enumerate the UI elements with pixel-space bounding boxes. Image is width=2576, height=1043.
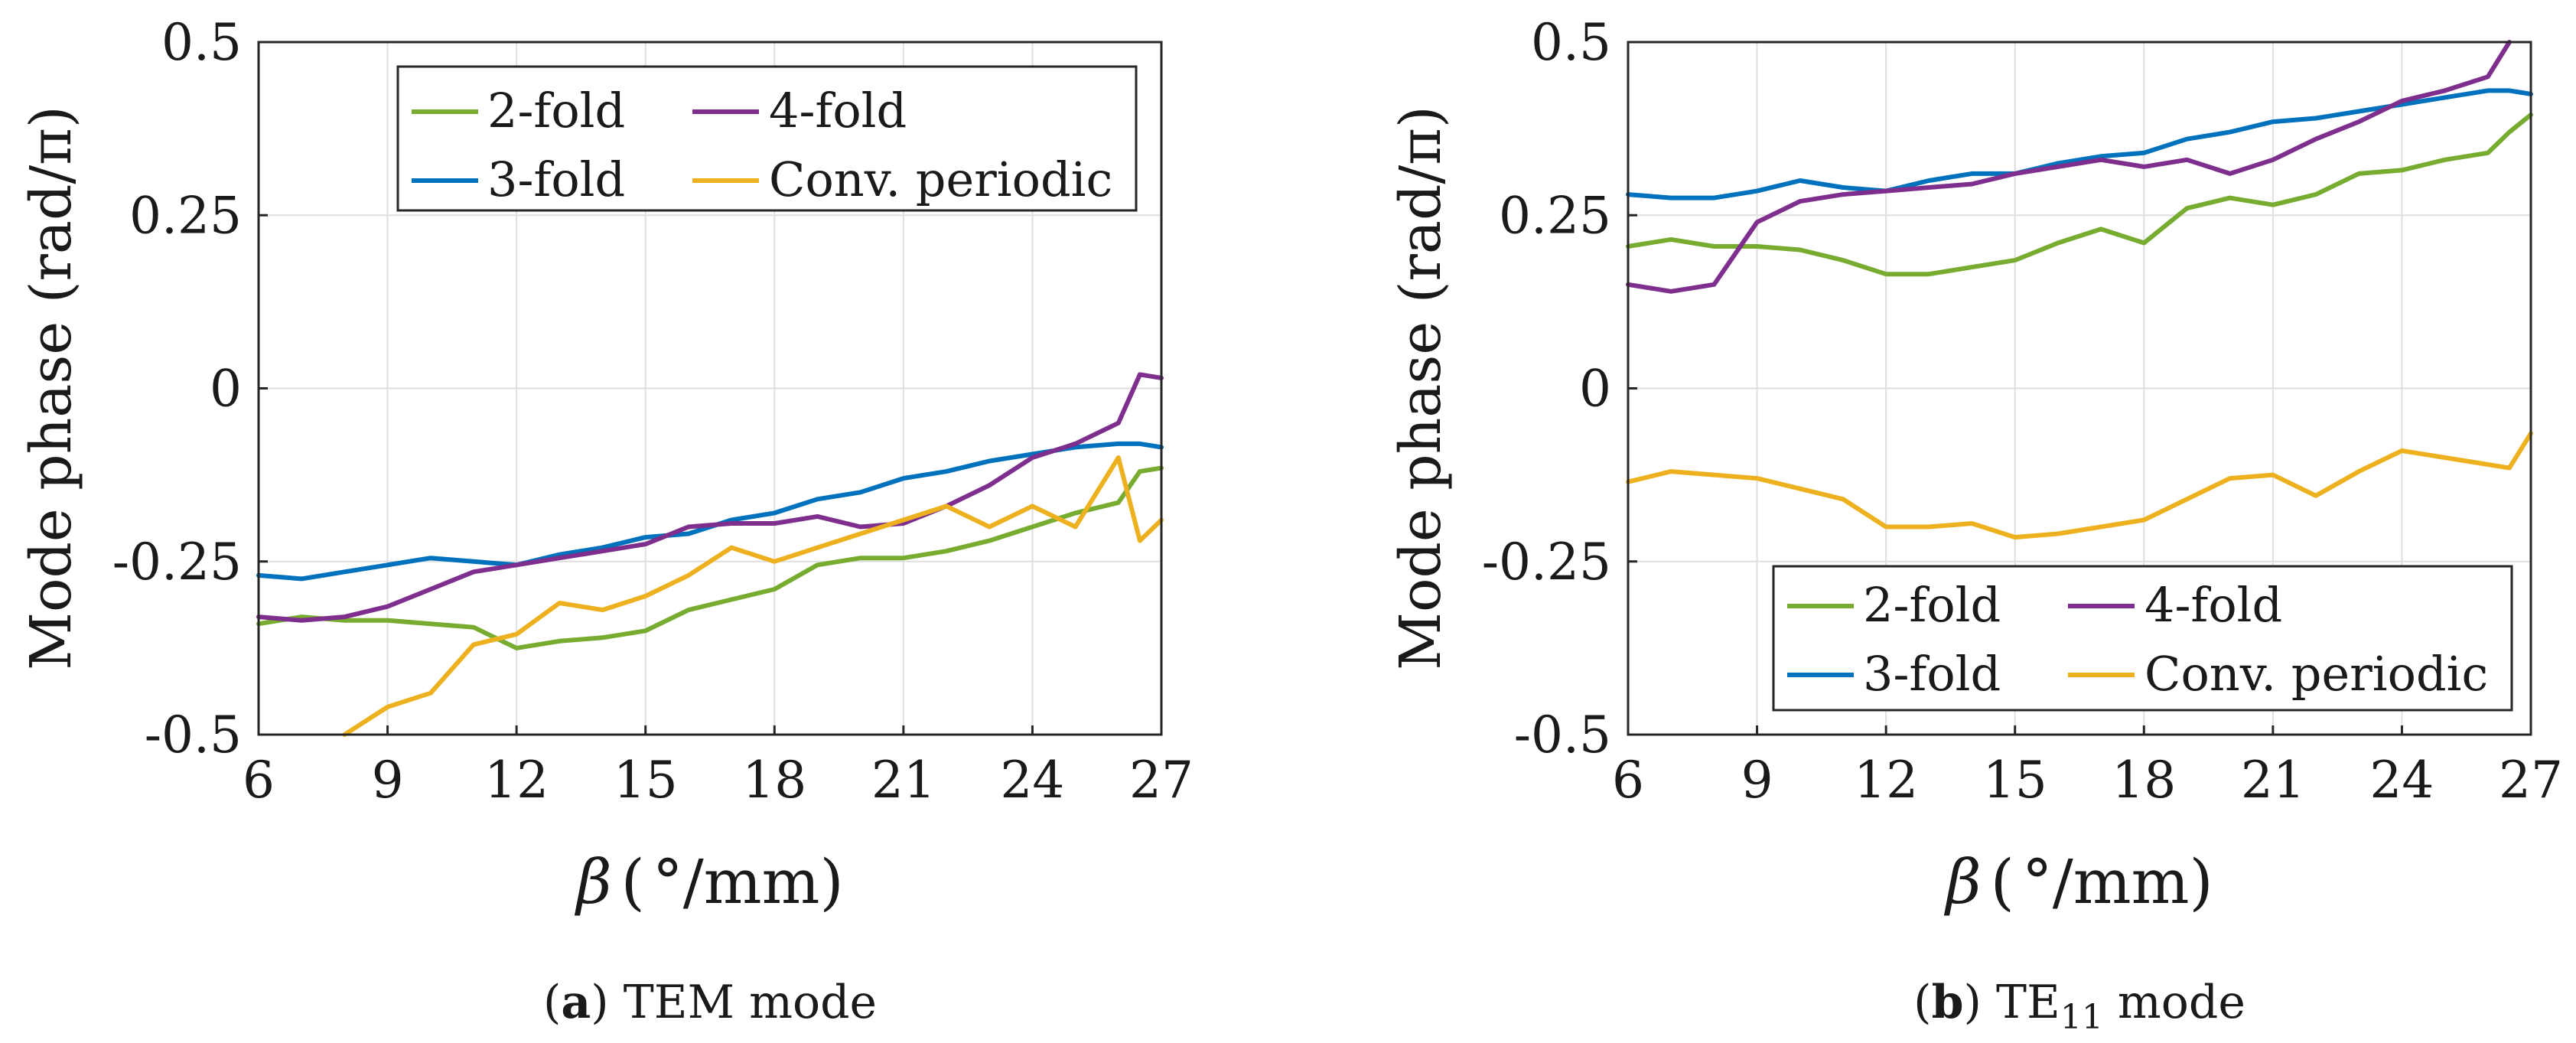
caption-b-text-main: TE bbox=[1996, 976, 2060, 1029]
x-tick-label-b: 12 bbox=[1854, 751, 1918, 810]
y-tick-label-b: 0.5 bbox=[1531, 13, 1611, 72]
y-tick-label-a: 0.25 bbox=[129, 186, 242, 245]
series-line-conv-periodic-b bbox=[1626, 431, 2533, 540]
x-tick-label-a: 9 bbox=[372, 751, 404, 810]
series-line-2-fold-a bbox=[256, 465, 1164, 650]
legend-b: 2-fold 4-fold 3-fold Conv. periodic bbox=[1772, 565, 2513, 712]
series-line-conv-periodic-a bbox=[342, 455, 1164, 737]
x-axis-label-a: β(°/mm) bbox=[574, 846, 843, 918]
series-group-a bbox=[256, 372, 1164, 737]
x-tick-label-b: 6 bbox=[1612, 751, 1644, 810]
x-tick-label-b: 18 bbox=[2112, 751, 2176, 810]
chart-panel-b: 6 9 12 15 18 21 24 27 -0.5 -0.25 0 0.25 0.5 Mode pha… bbox=[1388, 13, 2563, 1037]
series-group-b bbox=[1626, 40, 2533, 540]
legend-label-4-fold-b: 4-fold bbox=[2144, 577, 2282, 633]
x-axis-close-paren-b: ) bbox=[2189, 846, 2213, 918]
x-tick-label-b: 21 bbox=[2241, 751, 2305, 810]
caption-b-text-after: mode bbox=[2103, 976, 2245, 1029]
caption-a: (a) TEM mode bbox=[543, 976, 877, 1029]
y-tick-label-a: -0.5 bbox=[145, 706, 242, 764]
x-tick-label-b: 27 bbox=[2499, 751, 2563, 810]
x-tick-label-b: 24 bbox=[2369, 751, 2434, 810]
y-tick-label-b: -0.5 bbox=[1514, 706, 1611, 764]
legend-label-4-fold-a: 4-fold bbox=[769, 83, 907, 139]
y-tick-label-a: 0.5 bbox=[161, 13, 242, 72]
caption-a-label: a bbox=[561, 976, 591, 1029]
y-tick-label-a: -0.25 bbox=[112, 533, 242, 592]
y-tick-label-b: 0.25 bbox=[1499, 186, 1611, 245]
y-tick-label-b: 0 bbox=[1579, 360, 1611, 419]
series-line-4-fold-a bbox=[256, 372, 1164, 623]
x-tick-label-a: 12 bbox=[484, 751, 549, 810]
ticks-b: 6 9 12 15 18 21 24 27 -0.5 -0.25 0 0.25 0.5 bbox=[1482, 13, 2563, 810]
x-axis-label-b: β(°/mm) bbox=[1943, 846, 2213, 918]
x-axis-open-paren-b: ( bbox=[1991, 846, 2014, 918]
legend-box-b bbox=[1772, 565, 2513, 712]
x-tick-label-a: 27 bbox=[1129, 751, 1194, 810]
y-axis-label-b: Mode phase (rad/π) bbox=[1388, 106, 1454, 670]
x-axis-unit-b: °/mm bbox=[2022, 846, 2190, 918]
series-line-4-fold-b bbox=[1626, 40, 2512, 294]
caption-a-text: TEM mode bbox=[624, 976, 877, 1029]
legend-a: 2-fold 4-fold 3-fold Conv. periodic bbox=[396, 65, 1138, 212]
caption-b-close: ) bbox=[1964, 976, 1996, 1029]
legend-label-conv-periodic-a: Conv. periodic bbox=[769, 152, 1112, 207]
legend-label-conv-periodic-b: Conv. periodic bbox=[2144, 646, 2488, 702]
legend-label-3-fold-b: 3-fold bbox=[1863, 646, 2001, 702]
caption-a-open: ( bbox=[543, 976, 561, 1029]
x-tick-label-b: 15 bbox=[1983, 751, 2047, 810]
y-axis-label-a: Mode phase (rad/π) bbox=[18, 106, 84, 670]
legend-label-2-fold-b: 2-fold bbox=[1863, 577, 2001, 633]
legend-label-2-fold-a: 2-fold bbox=[487, 83, 625, 139]
legend-box-a bbox=[396, 65, 1138, 212]
x-axis-close-paren-a: ) bbox=[819, 846, 843, 918]
series-line-3-fold-b bbox=[1626, 88, 2533, 200]
x-tick-label-a: 18 bbox=[742, 751, 806, 810]
x-axis-symbol-a: β bbox=[574, 846, 611, 918]
x-tick-label-a: 21 bbox=[871, 751, 936, 810]
x-axis-open-paren-a: ( bbox=[621, 846, 645, 918]
caption-b-text-sub: 11 bbox=[2060, 998, 2103, 1037]
x-axis-symbol-b: β bbox=[1943, 846, 1981, 918]
x-tick-label-a: 24 bbox=[1000, 751, 1064, 810]
y-tick-label-b: -0.25 bbox=[1482, 533, 1611, 592]
x-tick-label-a: 15 bbox=[614, 751, 678, 810]
caption-b-open: ( bbox=[1913, 976, 1931, 1029]
x-axis-unit-a: °/mm bbox=[653, 846, 820, 918]
chart-panel-a: 6 9 12 15 18 21 24 27 -0.5 -0.25 0 0.25 0.5 Mode pha… bbox=[18, 13, 1194, 1029]
caption-a-close: ) bbox=[591, 976, 623, 1029]
caption-b-label: b bbox=[1932, 976, 1964, 1029]
legend-label-3-fold-a: 3-fold bbox=[487, 152, 625, 207]
caption-b: (b) TE11 mode bbox=[1913, 976, 2245, 1037]
y-tick-label-a: 0 bbox=[210, 360, 242, 419]
series-line-2-fold-b bbox=[1626, 112, 2533, 277]
x-tick-label-a: 6 bbox=[243, 751, 275, 810]
ticks-a: 6 9 12 15 18 21 24 27 -0.5 -0.25 0 0.25 0.5 bbox=[112, 13, 1194, 810]
x-tick-label-b: 9 bbox=[1741, 751, 1773, 810]
